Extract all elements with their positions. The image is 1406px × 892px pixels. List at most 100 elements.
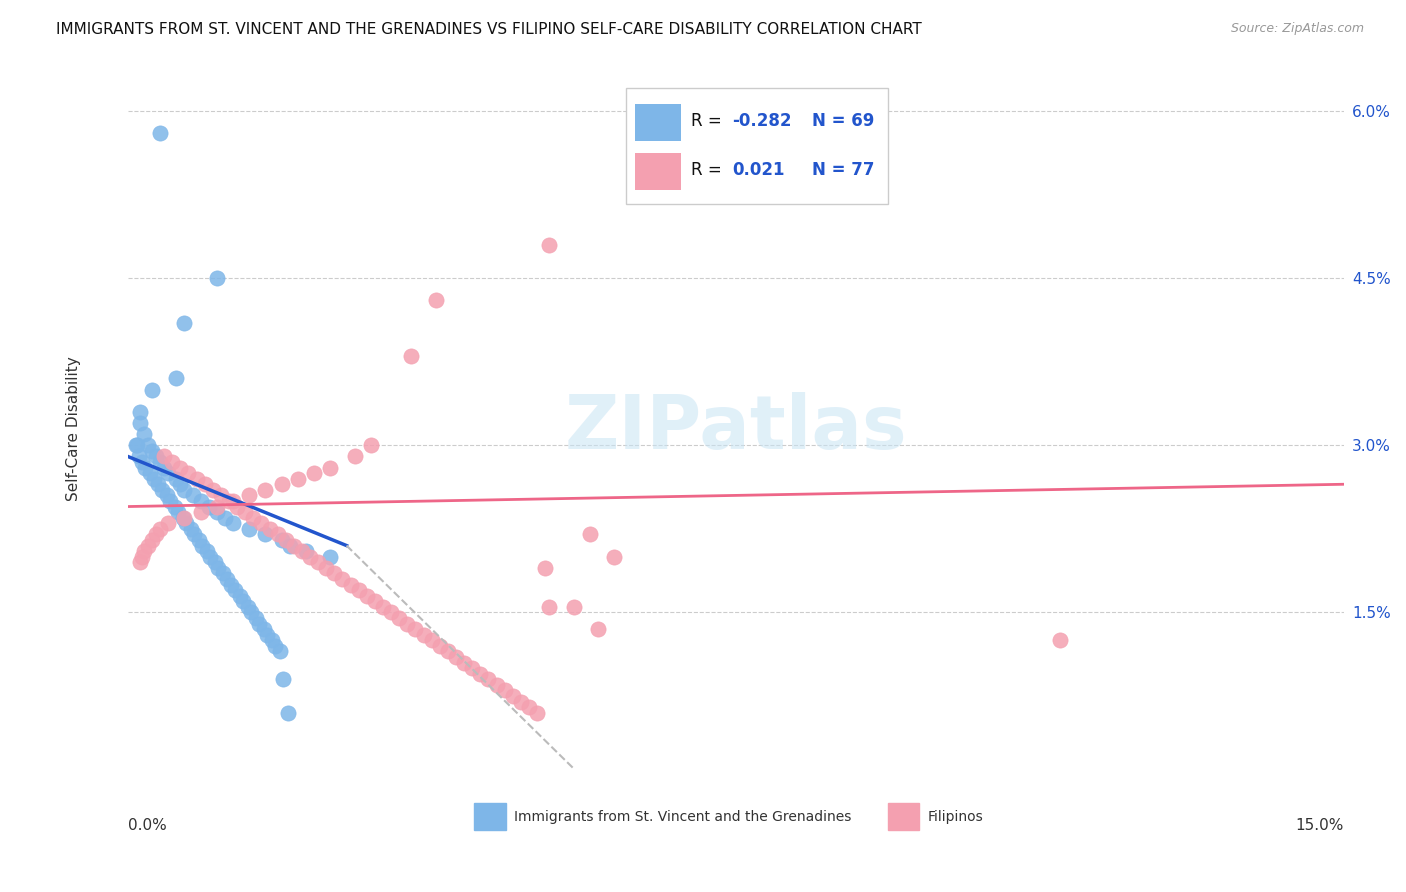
Point: [163, 500, 186, 514]
Point: [319, 460, 342, 475]
Point: [287, 472, 309, 486]
FancyBboxPatch shape: [626, 88, 887, 204]
Text: Filipinos: Filipinos: [928, 810, 984, 824]
Point: [277, 706, 299, 720]
Point: [212, 566, 235, 581]
Point: [197, 500, 219, 514]
Point: [128, 450, 150, 464]
Text: 0.021: 0.021: [733, 161, 785, 179]
Point: [260, 633, 283, 648]
Point: [125, 438, 148, 452]
FancyBboxPatch shape: [887, 804, 920, 830]
Point: [222, 494, 245, 508]
Point: [371, 599, 394, 614]
FancyBboxPatch shape: [634, 104, 681, 141]
FancyBboxPatch shape: [474, 804, 506, 830]
Point: [207, 561, 229, 575]
Point: [256, 628, 278, 642]
Point: [360, 438, 382, 452]
Point: [169, 460, 191, 475]
Text: -0.282: -0.282: [733, 112, 792, 130]
Point: [177, 466, 200, 480]
Point: [502, 689, 524, 703]
Point: [159, 494, 181, 508]
Point: [205, 500, 228, 514]
Point: [388, 611, 411, 625]
Point: [190, 494, 212, 508]
Point: [209, 488, 232, 502]
Point: [228, 589, 250, 603]
Point: [236, 599, 259, 614]
Point: [215, 572, 238, 586]
Point: [302, 466, 325, 480]
Point: [323, 566, 346, 581]
Point: [165, 472, 187, 486]
Point: [412, 628, 434, 642]
Point: [200, 549, 222, 564]
Text: N = 69: N = 69: [813, 112, 875, 130]
Point: [494, 683, 516, 698]
Point: [238, 522, 260, 536]
Point: [264, 639, 287, 653]
Point: [315, 561, 337, 575]
Point: [157, 516, 180, 531]
Text: 15.0%: 15.0%: [1295, 818, 1344, 833]
Point: [136, 539, 159, 553]
Point: [127, 438, 149, 452]
Text: N = 77: N = 77: [813, 161, 875, 179]
Point: [143, 472, 166, 486]
Point: [132, 427, 155, 442]
Point: [173, 316, 195, 330]
Point: [509, 695, 531, 709]
Point: [364, 594, 387, 608]
Point: [307, 555, 329, 569]
Point: [128, 416, 150, 430]
Point: [274, 533, 297, 547]
Point: [319, 549, 342, 564]
Point: [128, 555, 150, 569]
Point: [283, 539, 305, 553]
Point: [538, 599, 561, 614]
Text: ZIPatlas: ZIPatlas: [564, 392, 907, 465]
Point: [157, 466, 180, 480]
Point: [273, 673, 295, 687]
Point: [190, 505, 212, 519]
Point: [291, 544, 314, 558]
Point: [404, 622, 426, 636]
Point: [167, 505, 190, 519]
Point: [141, 443, 163, 458]
Point: [332, 572, 354, 586]
Point: [425, 293, 447, 308]
Point: [180, 522, 202, 536]
Point: [270, 477, 292, 491]
Point: [295, 544, 318, 558]
Point: [149, 126, 172, 140]
Point: [145, 527, 167, 541]
Point: [429, 639, 451, 653]
Point: [222, 516, 245, 531]
Point: [173, 483, 195, 497]
Point: [131, 455, 153, 469]
Point: [162, 455, 184, 469]
Point: [188, 533, 211, 547]
Point: [250, 516, 273, 531]
Text: Source: ZipAtlas.com: Source: ZipAtlas.com: [1230, 22, 1364, 36]
Point: [165, 371, 187, 385]
Point: [485, 678, 508, 692]
Text: Immigrants from St. Vincent and the Grenadines: Immigrants from St. Vincent and the Gren…: [515, 810, 852, 824]
Point: [145, 450, 167, 464]
Point: [214, 510, 236, 524]
Point: [420, 633, 443, 648]
Point: [169, 477, 191, 491]
Point: [603, 549, 626, 564]
Point: [221, 577, 243, 591]
Point: [153, 450, 176, 464]
Point: [232, 594, 254, 608]
Point: [401, 349, 423, 363]
FancyBboxPatch shape: [634, 153, 681, 190]
Text: Self-Care Disability: Self-Care Disability: [66, 356, 82, 501]
Point: [526, 706, 548, 720]
Point: [218, 494, 240, 508]
Point: [224, 583, 246, 598]
Point: [517, 700, 540, 714]
